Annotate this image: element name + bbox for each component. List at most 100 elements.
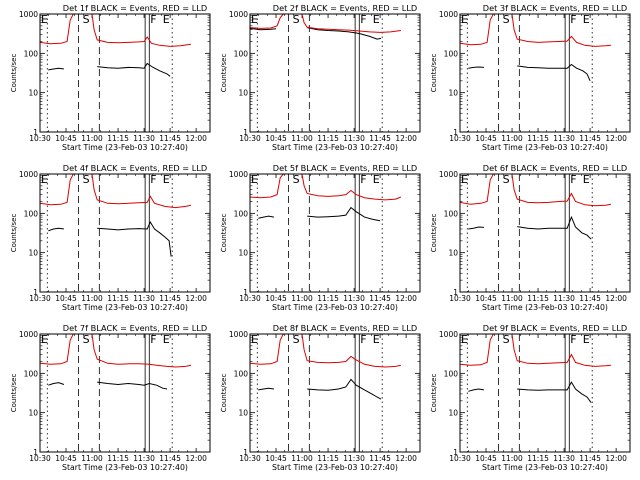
event-marker-label: F — [150, 173, 156, 186]
x-tick-label: 12:00 — [185, 294, 207, 303]
x-axis-label: Start Time (23-Feb-03 10:27:40) — [62, 463, 188, 472]
event-marker-label: F — [360, 173, 366, 186]
x-tick-label: 10:45 — [265, 134, 287, 143]
y-tick-label: 1 — [453, 128, 458, 137]
y-tick-label: 10 — [28, 409, 38, 418]
x-tick-label: 11:30 — [133, 134, 155, 143]
event-marker-label: F — [570, 173, 576, 186]
x-axis-label: Start Time (23-Feb-03 10:27:40) — [62, 143, 188, 152]
event-marker-label: E — [461, 13, 468, 26]
x-tick-label: 11:15 — [107, 294, 129, 303]
x-tick-label: 11:45 — [579, 454, 601, 463]
event-marker-label: E — [583, 333, 590, 346]
series-line-events — [250, 27, 277, 31]
event-marker-label: E — [373, 13, 380, 26]
y-axis-label: Counts/sec — [220, 374, 228, 413]
series-line-events — [258, 387, 274, 391]
event-marker-label: F — [360, 13, 366, 26]
panel-det-6: Det 6f BLACK = Events, RED = LLD 1 10 100 10… — [430, 163, 631, 312]
y-tick-label: 1000 — [439, 170, 458, 179]
y-axis-label: Counts/sec — [430, 374, 438, 413]
series-line-lld — [511, 14, 611, 47]
event-marker-label: F — [360, 333, 366, 346]
panel-title: Det 9f BLACK = Events, RED = LLD — [483, 323, 627, 333]
x-tick-label: 10:45 — [475, 454, 497, 463]
event-marker-label: E — [163, 13, 170, 26]
event-marker-label: E — [461, 333, 468, 346]
event-marker-label: S — [503, 333, 510, 346]
x-tick-label: 11:45 — [159, 454, 181, 463]
series-line-lld — [460, 334, 494, 366]
series-line-lld — [301, 174, 402, 201]
series-line-events — [97, 221, 172, 257]
series-line-events — [517, 63, 591, 82]
y-tick-label: 10 — [28, 249, 38, 258]
x-axis-label: Start Time (23-Feb-03 10:27:40) — [482, 463, 608, 472]
x-tick-label: 10:30 — [239, 134, 261, 143]
x-tick-label: 11:30 — [343, 454, 365, 463]
y-axis-label: Counts/sec — [430, 214, 438, 253]
event-marker-label: F — [570, 13, 576, 26]
x-tick-label: 11:00 — [291, 294, 313, 303]
x-tick-label: 11:45 — [159, 134, 181, 143]
y-tick-label: 1 — [243, 128, 248, 137]
series-line-lld — [40, 174, 74, 206]
panel-title: Det 1f BLACK = Events, RED = LLD — [63, 3, 207, 13]
event-marker-label: F — [570, 333, 576, 346]
x-tick-label: 11:30 — [553, 134, 575, 143]
event-marker-label: E — [41, 173, 48, 186]
x-tick-label: 10:45 — [55, 454, 77, 463]
x-tick-label: 11:30 — [133, 454, 155, 463]
y-tick-label: 1 — [453, 288, 458, 297]
series-line-lld — [511, 174, 611, 207]
y-tick-label: 1000 — [439, 10, 458, 19]
plot-frame — [459, 13, 631, 133]
x-tick-label: 11:45 — [369, 454, 391, 463]
event-marker-label: E — [373, 333, 380, 346]
series-line-events — [468, 388, 484, 392]
event-marker-label: E — [583, 173, 590, 186]
x-tick-label: 11:15 — [107, 134, 129, 143]
x-tick-label: 10:45 — [265, 454, 287, 463]
panel-det-5: Det 5f BLACK = Events, RED = LLD 1 10 100 10… — [220, 163, 421, 312]
x-tick-label: 12:00 — [185, 134, 207, 143]
event-marker-label: E — [461, 173, 468, 186]
panel-title: Det 3f BLACK = Events, RED = LLD — [483, 3, 627, 13]
x-tick-label: 11:45 — [159, 294, 181, 303]
x-axis-label: Start Time (23-Feb-03 10:27:40) — [272, 463, 398, 472]
x-tick-label: 10:30 — [449, 134, 471, 143]
x-tick-label: 12:00 — [605, 294, 627, 303]
y-tick-label: 1 — [33, 288, 38, 297]
y-axis-label: Counts/sec — [10, 54, 18, 93]
series-line-lld — [40, 14, 74, 45]
x-tick-label: 11:00 — [81, 454, 103, 463]
y-tick-label: 1000 — [19, 10, 38, 19]
x-tick-label: 10:45 — [265, 294, 287, 303]
y-tick-label: 100 — [234, 49, 249, 58]
event-marker-label: F — [150, 333, 156, 346]
x-tick-label: 11:30 — [133, 294, 155, 303]
event-marker-label: E — [163, 333, 170, 346]
y-tick-label: 100 — [234, 369, 249, 378]
x-tick-label: 11:00 — [291, 134, 313, 143]
y-tick-label: 10 — [448, 89, 458, 98]
x-tick-label: 11:15 — [527, 294, 549, 303]
x-axis-label: Start Time (23-Feb-03 10:27:40) — [62, 303, 188, 312]
y-axis-label: Counts/sec — [430, 54, 438, 93]
panel-det-8: Det 8f BLACK = Events, RED = LLD 1 10 100 10… — [220, 323, 421, 472]
series-line-events — [307, 27, 382, 40]
event-marker-label: E — [251, 173, 258, 186]
y-axis-label: Counts/sec — [220, 54, 228, 93]
y-tick-label: 1 — [243, 288, 248, 297]
x-tick-label: 11:45 — [579, 294, 601, 303]
x-tick-label: 10:30 — [449, 294, 471, 303]
plot-frame — [459, 173, 631, 293]
x-tick-label: 11:15 — [317, 294, 339, 303]
x-tick-label: 10:30 — [29, 134, 51, 143]
y-tick-label: 1000 — [19, 330, 38, 339]
x-tick-label: 10:45 — [55, 134, 77, 143]
x-tick-label: 11:00 — [501, 134, 523, 143]
x-tick-label: 11:15 — [317, 134, 339, 143]
series-line-lld — [250, 14, 284, 29]
